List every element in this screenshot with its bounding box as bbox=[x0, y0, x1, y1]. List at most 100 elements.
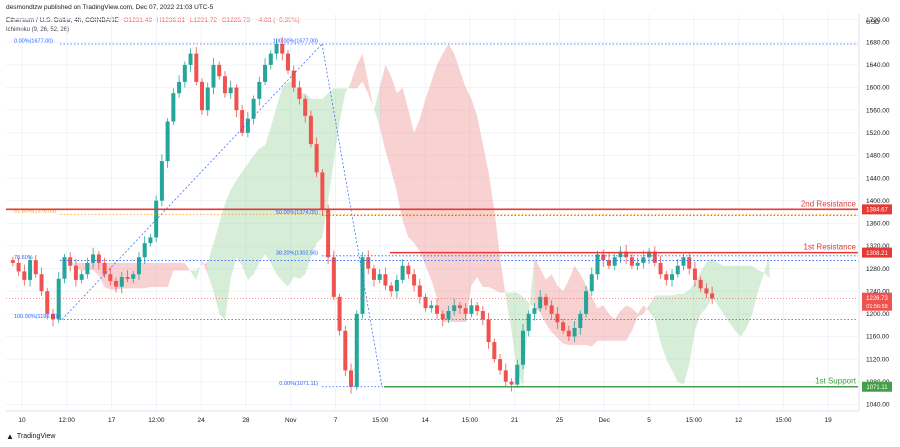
candle-body bbox=[389, 285, 394, 292]
candle-body bbox=[412, 274, 417, 286]
candle-body bbox=[658, 262, 663, 275]
candle-body bbox=[446, 311, 451, 320]
level-label: 2nd Resistance bbox=[801, 199, 857, 208]
ichimoku-cloud-segment bbox=[419, 98, 426, 266]
y-tick-label: 1600.00 bbox=[866, 85, 890, 92]
bar-countdown: 01:56:59 bbox=[866, 304, 887, 310]
candle-body bbox=[10, 260, 15, 263]
candle-body bbox=[435, 305, 440, 314]
candle-body bbox=[429, 305, 434, 309]
ichimoku-cloud-segment bbox=[345, 81, 352, 94]
ichimoku-cloud-segment bbox=[637, 305, 644, 317]
ichimoku-cloud-segment bbox=[442, 43, 449, 323]
x-tick-label: 15:00 bbox=[462, 417, 479, 424]
x-tick-label: 21 bbox=[511, 417, 519, 424]
ichimoku-cloud-segment bbox=[603, 305, 609, 341]
ichimoku-cloud-segment bbox=[465, 87, 472, 323]
fib-right-label: 0.00%(1071.11) bbox=[279, 381, 318, 387]
x-tick-label: 17 bbox=[108, 417, 116, 424]
ichimoku-cloud-segment bbox=[259, 145, 266, 263]
y-tick-label: 1520.00 bbox=[866, 130, 890, 137]
indicator-legend[interactable]: Ichimoku (9, 26, 52, 26) bbox=[6, 27, 70, 33]
ichimoku-cloud-segment bbox=[746, 265, 753, 328]
level-price-tag-bg bbox=[862, 204, 892, 215]
candle-body bbox=[337, 296, 342, 331]
x-tick-label: 15:00 bbox=[775, 417, 792, 424]
candle-body bbox=[171, 93, 176, 122]
candle-body bbox=[641, 257, 646, 263]
candle-body bbox=[257, 81, 262, 99]
fib-left-label: 100.00%(1190.00) bbox=[14, 314, 59, 320]
publish-line: desmondlzw published on TradingView.com,… bbox=[6, 4, 214, 11]
candle-body bbox=[538, 296, 543, 309]
candle-body bbox=[492, 342, 497, 360]
ichimoku-cloud-segment bbox=[672, 294, 678, 382]
candle-body bbox=[675, 265, 680, 275]
candle-body bbox=[664, 274, 669, 280]
ichimoku-cloud-segment bbox=[414, 118, 420, 252]
ichimoku-cloud-segment bbox=[230, 180, 237, 279]
candle-body bbox=[595, 254, 600, 275]
symbol-ohlc-line: Ethereum / U.S. Dollar, 4h, COINBASE O12… bbox=[6, 17, 300, 24]
ichimoku-cloud-segment bbox=[763, 254, 770, 278]
ichimoku-cloud-segment bbox=[540, 268, 546, 324]
y-tick-label: 1560.00 bbox=[866, 107, 890, 114]
candle-body bbox=[188, 53, 193, 65]
candle-body bbox=[612, 257, 617, 266]
ichimoku-cloud-segment bbox=[156, 262, 162, 287]
ichimoku-cloud-segment bbox=[219, 204, 225, 320]
candle-body bbox=[423, 296, 428, 309]
fib-left-label: 61.80%(1376.03) bbox=[14, 209, 56, 215]
ichimoku-cloud-segment bbox=[660, 295, 667, 360]
candle-body bbox=[200, 81, 205, 111]
candle-body bbox=[125, 277, 130, 279]
fib-right-label: 50.00%(1374.05) bbox=[276, 210, 318, 216]
ichimoku-cloud-segment bbox=[396, 87, 403, 221]
ichimoku-cloud-segment bbox=[402, 87, 409, 238]
tradingview-brand-text: TradingView bbox=[16, 433, 56, 440]
y-tick-label: 1360.00 bbox=[866, 221, 890, 228]
x-tick-label: 12:00 bbox=[59, 417, 76, 424]
candle-body bbox=[56, 278, 61, 320]
level-price-tag: 1071.11 bbox=[866, 385, 888, 391]
candle-body bbox=[469, 305, 474, 314]
ichimoku-cloud-segment bbox=[723, 265, 730, 323]
candle-body bbox=[692, 268, 697, 280]
ichimoku-cloud-segment bbox=[362, 53, 369, 95]
ichimoku-cloud-segment bbox=[179, 262, 185, 271]
ichimoku-cloud-segment bbox=[379, 64, 386, 151]
candle-body bbox=[308, 115, 313, 145]
candle-body bbox=[22, 271, 27, 280]
ichimoku-cloud-segment bbox=[276, 87, 283, 282]
fib-right-label: 100.00%(1677.00) bbox=[273, 38, 318, 44]
ichimoku-cloud-segment bbox=[608, 313, 615, 341]
x-tick-label: 10 bbox=[18, 417, 26, 424]
ohlc-close: C1226.73 bbox=[221, 17, 251, 24]
ichimoku-cloud-segment bbox=[591, 296, 598, 347]
y-tick-label: 1280.00 bbox=[866, 266, 890, 273]
ichimoku-cloud-segment bbox=[488, 172, 495, 290]
current-price-tag-bg bbox=[862, 292, 892, 311]
x-tick-label: 28 bbox=[242, 417, 250, 424]
y-tick-label: 1200.00 bbox=[866, 311, 890, 318]
ichimoku-cloud-segment bbox=[649, 295, 655, 320]
ichimoku-cloud-segment bbox=[706, 258, 713, 309]
candle-body bbox=[291, 70, 296, 88]
ichimoku-cloud-segment bbox=[368, 81, 374, 111]
ichimoku-cloud-segment bbox=[729, 265, 736, 331]
ichimoku-cloud-segment bbox=[740, 265, 747, 337]
candle-body bbox=[274, 43, 279, 54]
candle-body bbox=[222, 76, 227, 94]
x-tick-label: 25 bbox=[556, 417, 564, 424]
ohlc-open: O1231.49 bbox=[123, 17, 153, 24]
candle-body bbox=[371, 268, 376, 280]
ichimoku-cloud-segment bbox=[161, 262, 168, 287]
ichimoku-cloud-segment bbox=[757, 269, 764, 292]
candle-body bbox=[606, 260, 611, 266]
ichimoku-cloud-segment bbox=[626, 305, 632, 341]
x-tick-label: 19 bbox=[825, 417, 833, 424]
y-tick-label: 1400.00 bbox=[866, 198, 890, 205]
candle-body bbox=[635, 262, 640, 266]
candle-body bbox=[303, 98, 308, 116]
